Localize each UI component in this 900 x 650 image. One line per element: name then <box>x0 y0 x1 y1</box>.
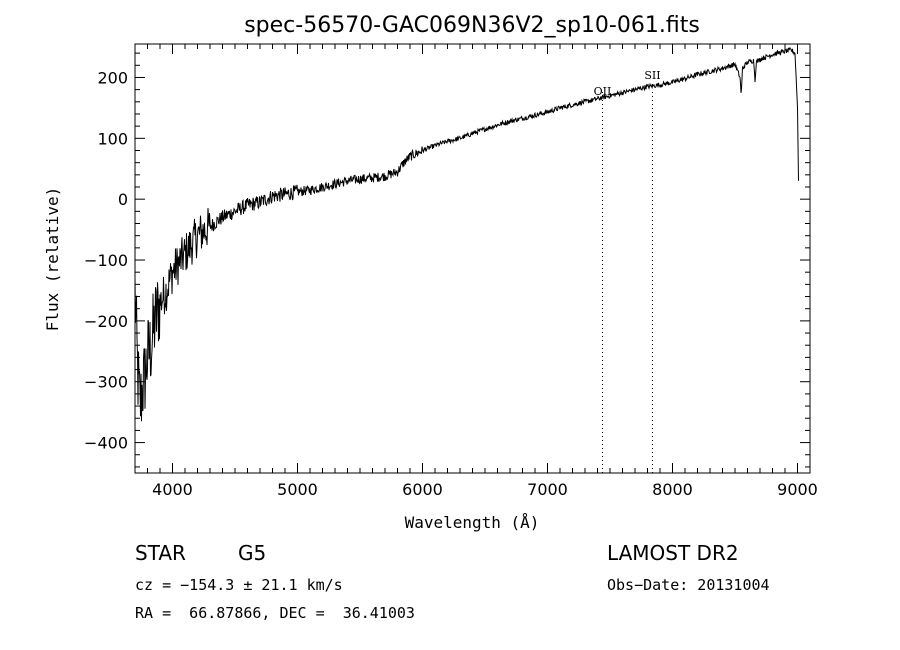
coordinates: RA = 66.87866, DEC = 36.41003 <box>135 604 415 622</box>
y-tick-label: −400 <box>84 434 128 453</box>
x-tick-label: 4000 <box>152 480 193 499</box>
x-tick-label: 9000 <box>777 480 818 499</box>
y-tick-label: 0 <box>118 190 128 209</box>
line-marker-label: SII <box>644 69 660 82</box>
observation-date: Obs−Date: 20131004 <box>607 576 770 594</box>
x-tick-label: 6000 <box>402 480 443 499</box>
survey-name: LAMOST DR2 <box>607 541 739 565</box>
x-tick-label: 7000 <box>527 480 568 499</box>
object-class: STAR <box>135 541 186 565</box>
y-tick-label: −300 <box>84 373 128 392</box>
y-tick-label: 100 <box>97 129 128 148</box>
ticks-layer: 4000 5000 6000 7000 8000 9000 −400 −300 −200 −100… <box>84 44 818 499</box>
y-tick-label: 200 <box>97 68 128 87</box>
redshift-cz: cz = −154.3 ± 21.1 km/s <box>135 576 343 594</box>
chart-title: spec-56570-GAC069N36V2_sp10-061.fits <box>244 13 700 38</box>
y-tick-label: −200 <box>84 312 128 331</box>
x-tick-label: 8000 <box>652 480 693 499</box>
object-subclass: G5 <box>238 541 267 565</box>
y-tick-label: −100 <box>84 251 128 270</box>
x-axis-label: Wavelength (Å) <box>405 513 540 532</box>
annotation-layer: OII SII <box>594 69 661 473</box>
line-marker-label: OII <box>594 85 612 98</box>
x-tick-label: 5000 <box>277 480 318 499</box>
spectrum-line <box>134 46 799 422</box>
y-axis-label: Flux (relative) <box>43 187 62 332</box>
plot-frame <box>134 43 811 474</box>
